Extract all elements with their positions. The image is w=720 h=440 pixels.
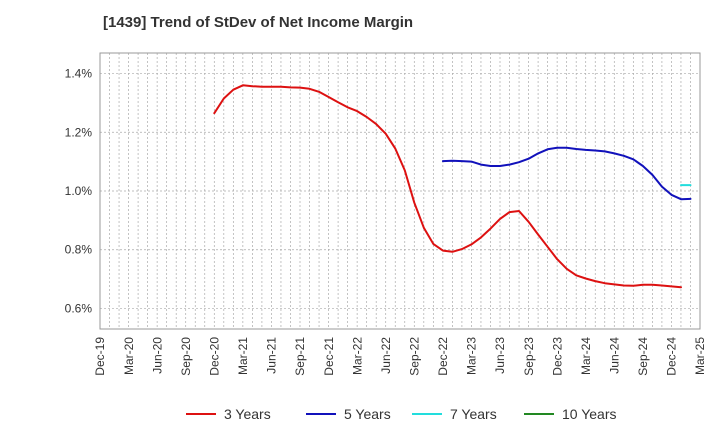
y-tick-label: 1.0% (65, 184, 93, 198)
x-tick-label: Dec-20 (207, 337, 221, 376)
x-tick-label: Sep-23 (522, 337, 536, 376)
x-tick-label: Mar-20 (122, 337, 136, 375)
y-tick-label: 0.8% (65, 243, 93, 257)
legend-label: 10 Years (562, 406, 617, 422)
x-tick-label: Mar-24 (579, 337, 593, 375)
x-tick-label: Mar-21 (236, 337, 250, 375)
x-tick-label: Dec-24 (665, 337, 679, 376)
x-tick-label: Jun-20 (150, 337, 164, 374)
x-tick-label: Jun-23 (493, 337, 507, 374)
legend-label: 7 Years (450, 406, 497, 422)
x-tick-label: Mar-25 (693, 337, 707, 375)
chart-title: [1439] Trend of StDev of Net Income Marg… (103, 14, 414, 31)
y-tick-label: 1.2% (65, 125, 93, 139)
x-tick-label: Jun-22 (379, 337, 393, 374)
x-tick-label: Jun-21 (265, 337, 279, 374)
x-tick-label: Dec-22 (436, 337, 450, 376)
x-tick-label: Mar-22 (350, 337, 364, 375)
x-tick-label: Sep-20 (179, 337, 193, 376)
series-line-5-years (441, 146, 692, 201)
x-tick-label: Jun-24 (607, 337, 621, 374)
grid-lines (99, 53, 701, 329)
axis-tick-labels: 0.6% 0.8% 1.0% 1.2% 1.4% Dec-19 Mar-20 Jun-20 Se… (65, 67, 708, 376)
y-tick-label: 0.6% (65, 301, 93, 315)
x-tick-label: Sep-24 (636, 337, 650, 376)
x-tick-label: Dec-23 (550, 337, 564, 376)
y-tick-label: 1.4% (65, 67, 93, 81)
series-line-3-years (213, 84, 682, 289)
x-tick-label: Dec-19 (93, 337, 107, 376)
x-tick-label: Dec-21 (322, 337, 336, 376)
x-tick-label: Sep-22 (407, 337, 421, 376)
legend-label: 3 Years (224, 406, 271, 422)
series-lines (213, 84, 692, 289)
legend: 3 Years 5 Years 7 Years 10 Years (186, 406, 617, 422)
x-tick-label: Sep-21 (293, 337, 307, 376)
legend-label: 5 Years (344, 406, 391, 422)
x-tick-label: Mar-23 (465, 337, 479, 375)
plot-area-frame (99, 52, 701, 330)
